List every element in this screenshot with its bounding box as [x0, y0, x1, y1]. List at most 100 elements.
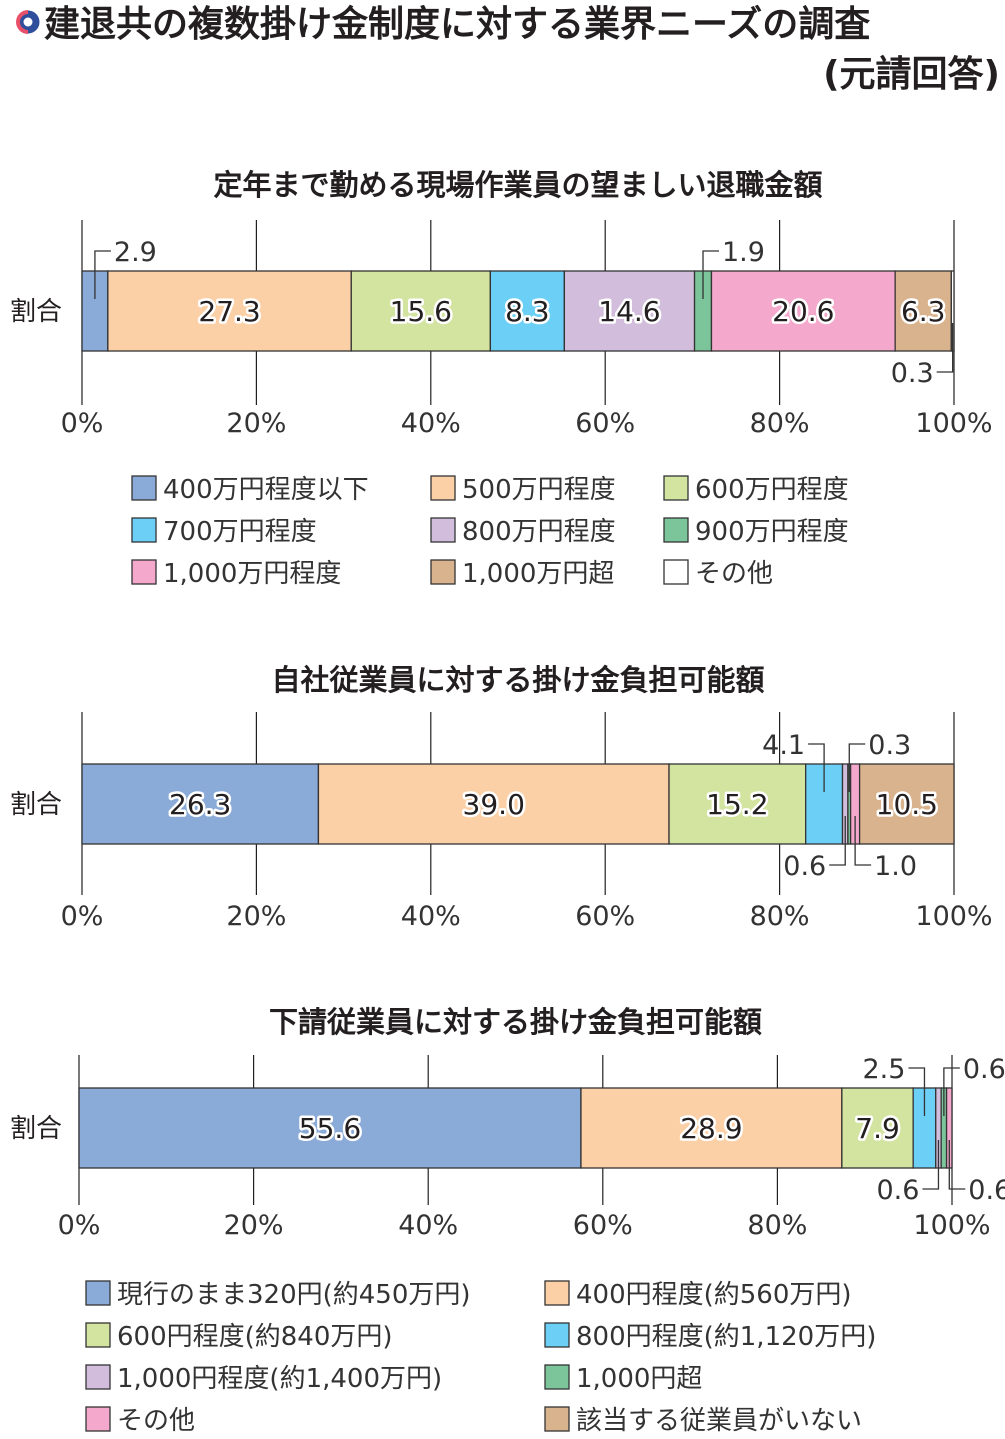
row-label: 割合	[10, 297, 62, 327]
legend-item: 700万円程度	[131, 517, 317, 547]
leader-line	[829, 816, 846, 866]
data-label: 0.6	[877, 1175, 920, 1206]
leader-line	[922, 1140, 940, 1190]
legend-label: 900万円程度	[695, 517, 849, 547]
leader-line	[936, 323, 954, 373]
legend-label: 1,000万円程度	[163, 559, 341, 589]
legend-label: 800万円程度	[462, 517, 616, 547]
data-label: 0.6	[783, 851, 826, 882]
x-tick-label: 40%	[398, 1210, 458, 1241]
leader-line	[702, 250, 720, 299]
x-tick-label: 60%	[575, 901, 635, 932]
bar-segment	[78, 1087, 582, 1169]
legend-swatch	[85, 1364, 111, 1390]
leader-line	[908, 1067, 926, 1116]
x-tick-label: 0%	[61, 901, 104, 932]
chart-title: 自社従業員に対する掛け金負担可能額	[271, 663, 764, 697]
bar-segment	[580, 1087, 843, 1169]
data-label: 6.3	[901, 295, 946, 328]
data-label: 0.6	[968, 1175, 1005, 1206]
legend-item: 800円程度(約1,120万円)	[544, 1322, 876, 1352]
data-label: 1.9	[722, 237, 765, 268]
leader-line	[848, 743, 866, 792]
legend-swatch	[663, 559, 689, 585]
bar-segment	[841, 1087, 914, 1169]
x-tick-label: 100%	[913, 1210, 990, 1241]
data-label: 10.5	[876, 788, 938, 821]
page-subtitle: (元請回答)	[823, 54, 1000, 95]
legend-label: その他	[695, 559, 773, 589]
header: 建退共の複数掛け金制度に対する業界ニーズの調査 (元請回答)	[16, 3, 1000, 95]
legend-swatch	[85, 1406, 111, 1432]
x-tick-label: 100%	[915, 901, 992, 932]
x-tick-label: 40%	[401, 408, 461, 439]
legend-swatch	[544, 1322, 570, 1348]
legend-item: 400万円程度以下	[131, 475, 369, 505]
x-tick-label: 80%	[750, 408, 810, 439]
legend: 現行のまま320円(約450万円) 400円程度(約560万円) 600円程度(約8…	[85, 1280, 876, 1436]
legend-swatch	[663, 517, 689, 543]
data-label: 0.3	[891, 358, 934, 389]
chart-title: 下請従業員に対する掛け金負担可能額	[269, 1005, 762, 1039]
legend-swatch	[430, 559, 456, 585]
legend-swatch	[131, 517, 157, 543]
bar-segment	[858, 763, 955, 845]
bar-segment	[350, 270, 492, 352]
legend-item: 600円程度(約840万円)	[85, 1322, 393, 1352]
leader-line	[808, 743, 825, 792]
data-label: 1.0	[874, 851, 917, 882]
legend-label: 1,000円程度(約1,400万円)	[117, 1364, 442, 1394]
legend-label: 500万円程度	[462, 475, 616, 505]
x-tick-label: 80%	[750, 901, 810, 932]
legend-swatch	[544, 1364, 570, 1390]
legend-swatch	[85, 1322, 111, 1348]
x-tick-label: 0%	[58, 1210, 101, 1241]
data-label: 27.3	[198, 295, 260, 328]
legend-swatch	[544, 1280, 570, 1306]
bar-segment	[563, 270, 696, 352]
legend-item: 900万円程度	[663, 517, 849, 547]
x-tick-label: 20%	[226, 901, 286, 932]
legend-label: 800円程度(約1,120万円)	[576, 1322, 876, 1352]
x-tick-label: 20%	[224, 1210, 284, 1241]
page-title: 建退共の複数掛け金制度に対する業界ニーズの調査	[44, 3, 870, 45]
x-tick-label: 80%	[747, 1210, 807, 1241]
legend-item: その他	[663, 559, 773, 589]
x-tick-label: 0%	[61, 408, 104, 439]
data-label: 14.6	[598, 295, 660, 328]
data-label: 7.9	[855, 1112, 900, 1145]
data-label: 55.6	[299, 1112, 361, 1145]
legend-item: 1,000円超	[544, 1364, 702, 1394]
legend-item: 800万円程度	[430, 517, 616, 547]
x-tick-label: 60%	[575, 408, 635, 439]
row-label: 割合	[10, 790, 62, 820]
legend-swatch	[663, 475, 689, 501]
legend-swatch	[131, 559, 157, 585]
legend-swatch	[430, 475, 456, 501]
legend-item: 1,000円程度(約1,400万円)	[85, 1364, 442, 1394]
bar-segment	[317, 763, 670, 845]
legend: 400万円程度以下 500万円程度 600万円程度 700万円程度 800万円程度 900…	[131, 475, 849, 589]
title-bullet-icon	[16, 10, 40, 34]
data-label: 0.6	[963, 1054, 1005, 1085]
legend-item: 現行のまま320円(約450万円)	[85, 1280, 471, 1310]
data-label: 4.1	[762, 730, 805, 761]
chart-2: 自社従業員に対する掛け金負担可能額 0% 20% 40% 60% 80% 100% 割合 26.…	[10, 663, 993, 932]
x-tick-label: 20%	[226, 408, 286, 439]
legend-item: 500万円程度	[430, 475, 616, 505]
x-tick-label: 100%	[915, 408, 992, 439]
legend-swatch	[85, 1280, 111, 1306]
x-tick-label: 60%	[573, 1210, 633, 1241]
data-label: 39.0	[463, 788, 525, 821]
legend-label: 現行のまま320円(約450万円)	[117, 1280, 471, 1310]
legend-swatch	[131, 475, 157, 501]
x-tick-label: 40%	[401, 901, 461, 932]
legend-item: 1,000万円超	[430, 559, 614, 589]
data-label: 8.3	[505, 295, 550, 328]
data-label: 0.3	[868, 730, 911, 761]
legend-label: 600円程度(約840万円)	[117, 1322, 393, 1352]
chart-title: 定年まで勤める現場作業員の望ましい退職金額	[213, 168, 822, 202]
data-label: 15.6	[390, 295, 452, 328]
data-label: 2.9	[114, 237, 157, 268]
